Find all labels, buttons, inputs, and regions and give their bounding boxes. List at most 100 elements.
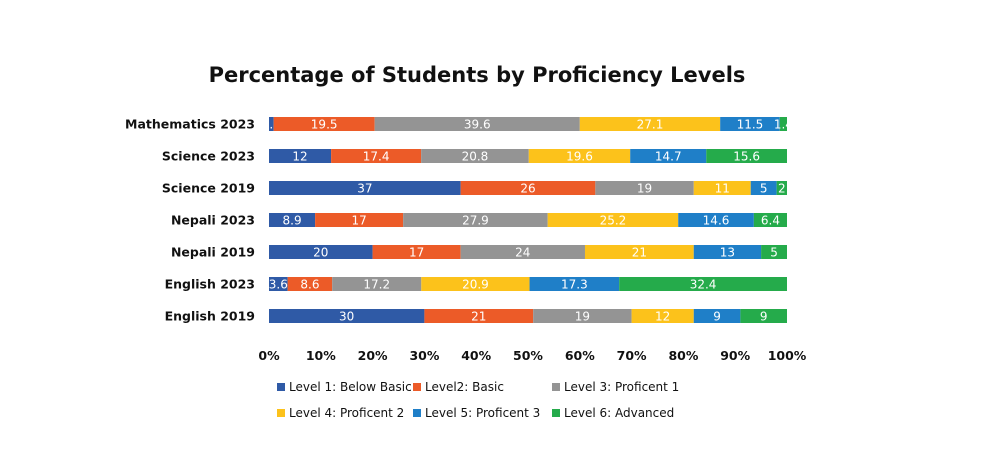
x-tick-label: 60% [565, 348, 595, 363]
data-label: 12 [292, 150, 307, 164]
bar-segment [720, 117, 780, 131]
data-label: 9 [713, 310, 721, 324]
x-tick-label: 90% [720, 348, 750, 363]
x-axis-ticks: 0% 10% 20% 30% 40% 50% 60% 70% 80% 90% 100% [258, 348, 806, 363]
data-label: 32.4 [690, 278, 717, 292]
bar-segment [750, 181, 777, 195]
bar-segment [678, 213, 754, 227]
data-label: 39.6 [464, 118, 491, 132]
legend-swatch [277, 409, 285, 417]
data-label: 13 [720, 246, 735, 260]
x-tick-label: 20% [358, 348, 388, 363]
bar-segment [595, 181, 694, 195]
data-label: 21 [632, 246, 647, 260]
data-label: 14.7 [655, 150, 682, 164]
bar-segment [631, 309, 694, 323]
x-tick-label: 70% [617, 348, 647, 363]
x-tick-label: 30% [409, 348, 439, 363]
x-tick-label: 100% [768, 348, 807, 363]
bar-segment [529, 277, 620, 291]
bar-segment [273, 117, 375, 131]
legend-label: Level 4: Proficent 2 [289, 406, 404, 420]
data-label: 14.6 [703, 214, 730, 228]
x-tick-label: 0% [258, 348, 280, 363]
bar-segment [533, 309, 632, 323]
category-label: English 2019 [165, 309, 255, 324]
data-label: 20.8 [462, 150, 489, 164]
legend-label: Level 5: Proficent 3 [425, 406, 540, 420]
bar-segment [421, 277, 530, 291]
x-tick-label: 50% [513, 348, 543, 363]
legend-swatch [277, 383, 285, 391]
bar-segment [630, 149, 707, 163]
bar-segment [693, 245, 762, 259]
bar-segment [421, 149, 529, 163]
data-label: 24 [515, 246, 530, 260]
category-labels: Mathematics 2023 Science 2023 Science 2019… [125, 117, 255, 324]
legend-swatch [413, 409, 421, 417]
data-label: 20 [313, 246, 328, 260]
data-label: 2 [778, 182, 786, 196]
bar-segment [315, 213, 404, 227]
bar-segment [460, 245, 585, 259]
category-label: Nepali 2023 [171, 213, 255, 228]
bar-segment [269, 277, 288, 291]
data-label: 20.9 [462, 278, 489, 292]
category-label: English 2023 [165, 277, 255, 292]
legend-swatch [413, 383, 421, 391]
category-label: Science 2019 [162, 181, 255, 196]
legend-swatch [552, 383, 560, 391]
category-label: Science 2023 [162, 149, 255, 164]
bar-segment [460, 181, 596, 195]
data-label: 27.9 [462, 214, 489, 228]
data-label: 6.4 [761, 214, 780, 228]
data-label: 37 [357, 182, 372, 196]
data-label: 17.4 [363, 150, 390, 164]
legend-swatch [552, 409, 560, 417]
bar-segment [269, 245, 373, 259]
legend: Level 1: Below Basic Level2: Basic Level 3… [277, 380, 679, 420]
data-label: 19 [575, 310, 590, 324]
data-label: 8.9 [283, 214, 302, 228]
data-label: 1.4 [774, 118, 793, 132]
bar-segment [776, 181, 787, 195]
chart-title: Percentage of Students by Proficiency Le… [209, 63, 746, 87]
data-label: 17 [409, 246, 424, 260]
data-label: 15.6 [733, 150, 760, 164]
bar-segment [761, 245, 787, 259]
data-label: 11 [715, 182, 730, 196]
bar-segment [269, 181, 461, 195]
data-label: 19.5 [311, 118, 338, 132]
bar-segment [740, 309, 787, 323]
bar-segment [332, 277, 422, 291]
legend-label: Level 1: Below Basic [289, 380, 412, 394]
data-label: 12 [655, 310, 670, 324]
data-label: 25.2 [600, 214, 627, 228]
data-label: 8.6 [300, 278, 319, 292]
data-label: 17.2 [363, 278, 390, 292]
bar-segment [693, 181, 751, 195]
bar-segment [331, 149, 422, 163]
bar-segment [779, 117, 787, 131]
bar-segment [693, 309, 741, 323]
category-label: Nepali 2019 [171, 245, 255, 260]
legend-label: Level 3: Proficent 1 [564, 380, 679, 394]
bar-segment [269, 309, 425, 323]
bars-area: 0.9 19.5 39.6 27.1 11.5 1.412 17.4 20.8 19.6 14.7… [262, 117, 793, 324]
bar-segment [753, 213, 787, 227]
bar-segment [547, 213, 679, 227]
data-label: 17 [351, 214, 366, 228]
legend-label: Level 6: Advanced [564, 406, 674, 420]
bar-segment [269, 149, 332, 163]
x-tick-label: 10% [306, 348, 336, 363]
bar-segment [424, 309, 534, 323]
x-tick-label: 80% [668, 348, 698, 363]
legend-label: Level2: Basic [425, 380, 504, 394]
bar-segment [269, 117, 274, 131]
bar-segment [619, 277, 787, 291]
data-label: 11.5 [737, 118, 764, 132]
bar-segment [372, 245, 461, 259]
data-label: 19 [637, 182, 652, 196]
x-tick-label: 40% [461, 348, 491, 363]
